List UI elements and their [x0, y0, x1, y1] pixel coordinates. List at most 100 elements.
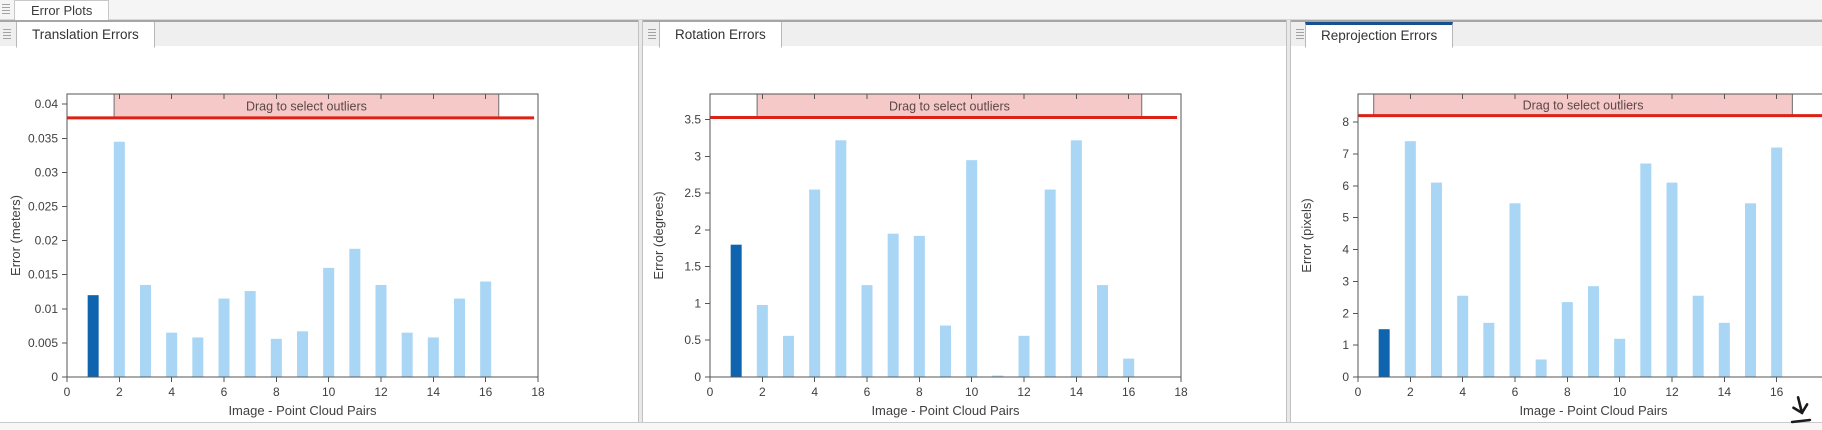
y-tick-label: 0.02: [35, 234, 59, 248]
axes-box: [709, 93, 1182, 378]
error-bar[interactable]: [992, 375, 1004, 377]
error-bar[interactable]: [1588, 286, 1599, 377]
error-bar[interactable]: [1614, 338, 1626, 377]
selected-error-bar[interactable]: [87, 295, 99, 377]
error-bar[interactable]: [913, 235, 925, 377]
error-bar[interactable]: [835, 140, 847, 377]
drag-grip-icon[interactable]: [1296, 29, 1304, 40]
error-bar[interactable]: [401, 332, 413, 377]
error-bar[interactable]: [375, 284, 387, 377]
error-bar[interactable]: [861, 285, 873, 377]
y-tick-label: 0.005: [28, 336, 58, 350]
translation-tab-strip: Translation Errors: [0, 20, 638, 48]
y-tick-label: 2: [1342, 306, 1349, 320]
x-tick-label: 8: [273, 385, 280, 399]
error-bar[interactable]: [1097, 285, 1108, 377]
error-bar[interactable]: [454, 298, 465, 377]
drag-grip-icon[interactable]: [3, 29, 11, 40]
x-tick-label: 14: [1718, 385, 1732, 399]
tab-reprojection-errors[interactable]: Reprojection Errors: [1305, 22, 1454, 48]
error-bar[interactable]: [1718, 322, 1730, 377]
x-tick-label: 4: [1459, 385, 1466, 399]
error-bar[interactable]: [480, 281, 492, 377]
error-bar[interactable]: [1509, 203, 1521, 377]
error-bar[interactable]: [192, 337, 204, 377]
error-bar[interactable]: [270, 338, 282, 377]
y-axis-label: Error (pixels): [1299, 198, 1314, 272]
x-tick-label: 16: [1770, 385, 1784, 399]
translation-errors-svg: Drag to select outliers 0 2 4 6 8 10 12 14 16 18 0 0…: [8, 93, 545, 418]
y-tick-label: 0: [1342, 370, 1349, 384]
drag-grip-icon[interactable]: [648, 29, 656, 40]
x-tick-label: 2: [759, 385, 766, 399]
rotation-errors-chart[interactable]: Drag to select outliers 0 2 4 6 8 10 12 14 16 18 0 0…: [643, 46, 1283, 422]
translation-errors-chart[interactable]: Drag to select outliers 0 2 4 6 8 10 12 14 16 18 0 0…: [0, 46, 640, 422]
y-tick-label: 4: [1342, 243, 1349, 257]
panel-rotation-errors: Rotation Errors Drag to select outliers 0…: [643, 20, 1286, 422]
figure-tab-bar: Error Plots: [0, 0, 1822, 20]
panel-translation-errors: Translation Errors Drag to select outlie…: [0, 20, 638, 422]
reprojection-errors-chart[interactable]: Drag to select outliers02468101214161801…: [1291, 46, 1822, 422]
error-bar[interactable]: [783, 335, 794, 377]
band-label: Drag to select outliers: [1523, 98, 1644, 112]
error-bar[interactable]: [244, 291, 256, 377]
x-tick-label: 6: [864, 385, 871, 399]
panel-reprojection-errors: Reprojection Errors Drag to select outli…: [1291, 20, 1822, 422]
error-bar[interactable]: [1535, 359, 1547, 377]
error-bar[interactable]: [1431, 182, 1442, 377]
error-bar[interactable]: [1640, 163, 1652, 377]
rotation-tab-strip: Rotation Errors: [643, 20, 1286, 48]
y-tick-label: 0.025: [28, 200, 58, 214]
error-bar[interactable]: [1745, 203, 1756, 377]
down-arrow-underline-icon: [1790, 396, 1812, 424]
error-bar[interactable]: [1483, 322, 1495, 377]
selected-error-bar[interactable]: [730, 244, 742, 377]
error-bar[interactable]: [113, 141, 125, 377]
x-tick-label: 4: [811, 385, 818, 399]
error-bar[interactable]: [218, 298, 230, 377]
error-bar[interactable]: [349, 248, 361, 377]
error-bar[interactable]: [297, 331, 308, 377]
error-bar[interactable]: [1070, 140, 1082, 377]
error-bar[interactable]: [1404, 141, 1416, 377]
error-bar[interactable]: [1123, 358, 1135, 377]
error-bar[interactable]: [323, 267, 335, 377]
error-bar[interactable]: [1044, 189, 1056, 377]
error-bar[interactable]: [427, 337, 439, 377]
x-tick-label: 0: [64, 385, 71, 399]
x-tick-label: 10: [965, 385, 979, 399]
error-bar[interactable]: [940, 325, 951, 377]
error-bar[interactable]: [1692, 295, 1704, 377]
x-tick-label: 12: [374, 385, 388, 399]
y-tick-label: 0.01: [35, 302, 59, 316]
x-tick-label: 18: [531, 385, 545, 399]
drag-grip-icon[interactable]: [2, 4, 10, 15]
selected-error-bar[interactable]: [1378, 329, 1390, 377]
error-bar[interactable]: [1666, 182, 1678, 377]
error-bar[interactable]: [809, 189, 821, 377]
error-bar[interactable]: [1018, 335, 1030, 377]
error-bar[interactable]: [1771, 147, 1783, 377]
error-bar[interactable]: [166, 332, 178, 377]
tab-error-plots[interactable]: Error Plots: [14, 0, 110, 20]
y-tick-label: 3: [694, 149, 701, 163]
x-tick-label: 16: [1122, 385, 1136, 399]
tab-rotation-errors[interactable]: Rotation Errors: [659, 22, 782, 48]
error-bar[interactable]: [1457, 295, 1469, 377]
y-tick-label: 1: [694, 296, 701, 310]
panel-splitter[interactable]: [638, 20, 643, 422]
error-bar[interactable]: [966, 160, 978, 377]
axes-box: [66, 93, 539, 378]
error-bar[interactable]: [887, 233, 899, 377]
y-axis-label: Error (meters): [8, 195, 23, 276]
error-bar[interactable]: [1561, 302, 1573, 377]
tab-translation-errors[interactable]: Translation Errors: [16, 22, 155, 48]
panel-splitter[interactable]: [1286, 20, 1291, 422]
error-bar[interactable]: [140, 284, 151, 377]
x-tick-label: 4: [168, 385, 175, 399]
x-tick-label: 2: [116, 385, 123, 399]
error-bar[interactable]: [756, 304, 768, 377]
y-tick-label: 0: [694, 370, 701, 384]
